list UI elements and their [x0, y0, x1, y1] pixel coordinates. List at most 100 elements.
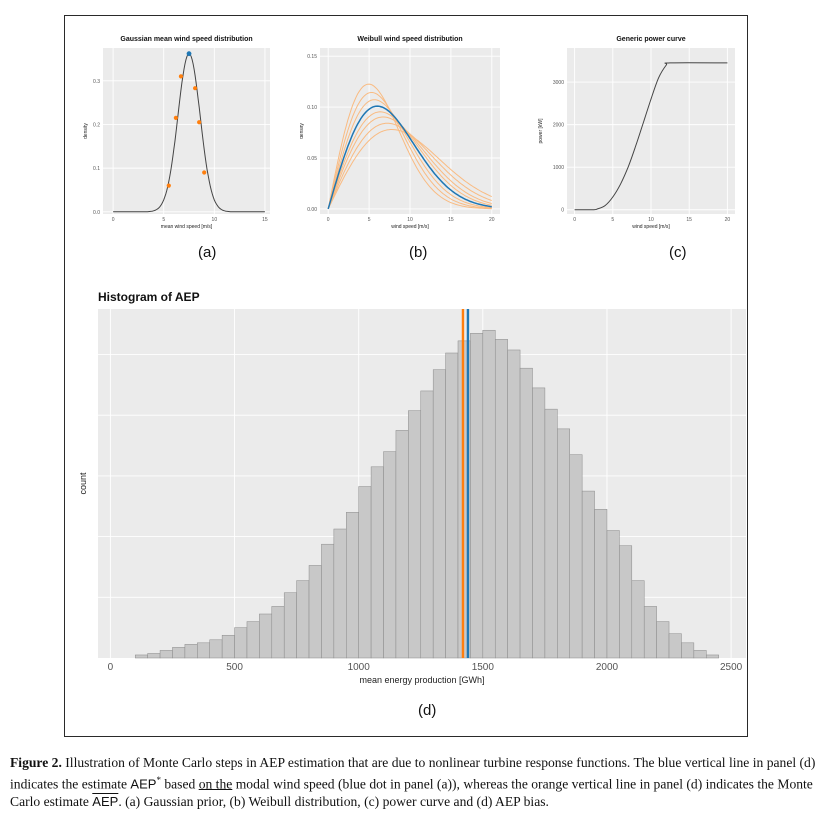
histogram-bar: [544, 408, 558, 659]
histogram-bar: [308, 565, 322, 659]
histogram-bar: [569, 454, 583, 659]
y-tick-label: 0.00: [307, 207, 317, 213]
chart-title: Generic power curve: [616, 36, 685, 43]
y-axis-label: count: [78, 472, 88, 495]
y-tick-label: 0.2: [93, 122, 100, 128]
histogram-bar: [147, 653, 161, 659]
power-curve-line: [574, 62, 728, 211]
histogram-bar: [184, 644, 198, 659]
chart-gaussian: 0.0 0.1 0.2 0.3 0 5 10 15 Gaussian mean wind spe…: [83, 36, 270, 230]
x-tick-label: 5: [368, 217, 371, 223]
weibull-sample-curve: [327, 99, 492, 210]
histogram-bar: [383, 451, 397, 659]
histogram-bar: [432, 369, 446, 659]
histogram-bar: [271, 606, 285, 659]
x-tick-label: 15: [262, 217, 268, 223]
histogram-bar: [246, 621, 260, 659]
modal-point: [186, 51, 192, 57]
histogram-bar: [668, 633, 682, 659]
panel-label-d: (d): [418, 702, 437, 719]
histogram-bar: [358, 486, 372, 659]
histogram-bar: [445, 352, 459, 659]
histogram-bar: [594, 509, 608, 659]
sample-point: [173, 115, 178, 120]
histogram-bar: [557, 428, 570, 659]
y-tick-label: 0.15: [307, 54, 317, 60]
chart-title: Gaussian mean wind speed distribution: [120, 36, 252, 43]
x-tick-label: 2000: [596, 662, 619, 673]
x-axis-label: mean energy production [GWh]: [359, 675, 484, 685]
histogram-bar: [706, 654, 719, 659]
histogram-bar: [693, 650, 707, 659]
x-tick-label: 500: [226, 662, 243, 673]
histogram-bar: [395, 430, 409, 659]
y-tick-label: 2000: [553, 123, 564, 129]
caption-label: Figure 2.: [10, 755, 62, 770]
y-tick-label: 1000: [553, 165, 564, 171]
histogram-bar: [159, 650, 173, 659]
histogram-bar: [408, 410, 422, 659]
histogram-bar: [643, 606, 657, 659]
sample-point: [202, 170, 207, 175]
x-tick-label: 1500: [472, 662, 495, 673]
x-tick-label: 15: [686, 217, 692, 223]
x-tick-label: 10: [212, 217, 218, 223]
y-tick-label: 3000: [553, 80, 564, 86]
x-tick-label: 0: [108, 662, 114, 673]
chart-title: Weibull wind speed distribution: [357, 36, 462, 43]
y-axis-label: density: [300, 123, 305, 139]
x-axis-label: wind speed [m/s]: [632, 224, 670, 230]
caption-text-4: . (a) Gaussian prior, (b) Weibull distri…: [118, 793, 549, 809]
histogram-bar: [259, 613, 273, 659]
x-tick-label: 10: [407, 217, 413, 223]
histogram-bar: [482, 329, 496, 659]
histogram-bar: [134, 654, 148, 659]
figure-caption: Figure 2. Illustration of Monte Carlo st…: [10, 754, 830, 810]
histogram-bar: [197, 642, 210, 659]
chart-title: Histogram of AEP: [98, 290, 200, 304]
weibull-sample-curve: [327, 129, 493, 210]
histogram-bar: [321, 543, 335, 659]
panel-label-c: (c): [669, 244, 687, 261]
x-tick-label: 5: [611, 217, 614, 223]
panel-label-a: (a): [198, 244, 217, 261]
x-tick-label: 1000: [348, 662, 371, 673]
x-tick-label: 5: [162, 217, 165, 223]
histogram-bar: [283, 592, 297, 659]
x-tick-label: 2500: [720, 662, 743, 673]
caption-aep-superscript: *: [156, 774, 161, 785]
histogram-bar: [333, 528, 347, 659]
histogram-bar: [494, 339, 508, 659]
panel-label-b: (b): [409, 244, 428, 261]
y-tick-label: 0.10: [307, 105, 317, 111]
chart-weibull: 0.00 0.05 0.10 0.15 0 5 10 15 20 Weibull wind spe…: [300, 36, 500, 230]
plot-panel: [103, 48, 270, 214]
histogram-bar: [346, 512, 359, 659]
x-tick-label: 0: [112, 217, 115, 223]
weibull-sample-curve: [327, 92, 492, 210]
histogram-bar: [519, 367, 533, 659]
histogram-bar: [420, 390, 434, 659]
caption-on-the: on the: [198, 776, 233, 792]
histogram-bar: [606, 530, 620, 659]
caption-text-1: Illustration of Monte Carlo steps in AEP…: [10, 755, 816, 792]
y-axis-label: density: [83, 123, 89, 139]
chart-power-curve: 0 1000 2000 3000 0 5 10 15 20 Generic power curve…: [538, 36, 735, 230]
histogram-bar: [470, 333, 484, 659]
y-tick-label: 0.3: [93, 79, 100, 85]
x-axis-label: wind speed [m/s]: [391, 224, 429, 230]
x-tick-label: 0: [327, 217, 330, 223]
histogram-bar: [532, 387, 546, 659]
histogram-bar: [234, 627, 248, 659]
caption-text-3: modal wind speed (blue dot in panel (a))…: [10, 776, 813, 809]
histogram-bar: [209, 639, 223, 659]
caption-aep-bar: AEP: [92, 793, 119, 809]
histogram-bar: [619, 545, 633, 659]
x-tick-label: 10: [648, 217, 654, 223]
weibull-modal-curve: [327, 105, 492, 210]
histogram-bar: [221, 634, 235, 659]
weibull-sample-curve: [327, 122, 492, 210]
weibull-sample-curve: [327, 83, 492, 210]
histogram-bar: [631, 580, 645, 659]
histogram-bar: [681, 642, 695, 659]
